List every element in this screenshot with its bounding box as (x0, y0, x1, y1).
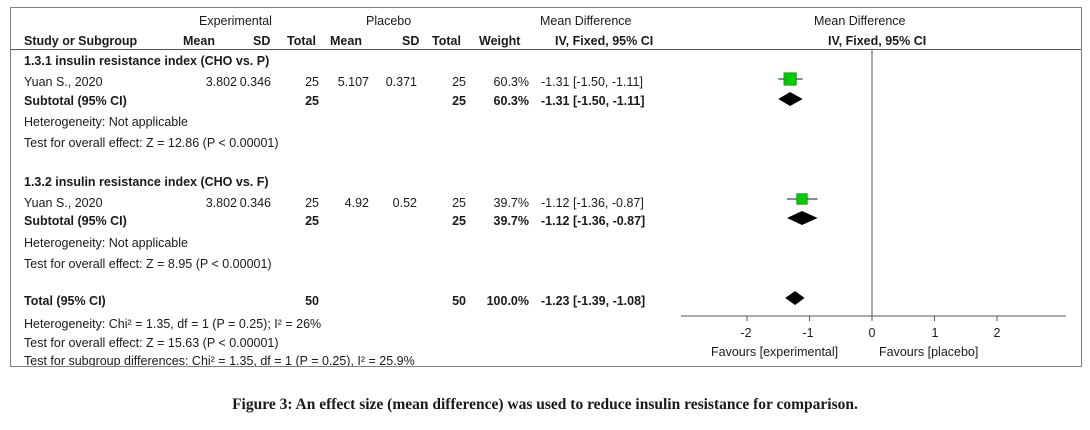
favours-placebo-label: Favours [placebo] (879, 345, 979, 359)
sd1-value: 0.346 (239, 196, 271, 210)
forest-plot-figure: Experimental Placebo Mean Difference Mea… (10, 7, 1082, 367)
mean2-value: 5.107 (337, 75, 369, 89)
sd2-value: 0.52 (392, 196, 417, 210)
overall-diamond (785, 291, 805, 305)
effect-col-title: Mean Difference (540, 14, 632, 28)
favours-experimental-label: Favours [experimental] (711, 345, 839, 359)
tick-label: 0 (868, 326, 876, 340)
tick-label: 2 (993, 326, 1001, 340)
effect-method-header: IV, Fixed, 95% CI (555, 34, 654, 48)
ci-value: -1.31 [-1.50, -1.11] (541, 94, 645, 108)
tick-label: -1 (802, 326, 814, 340)
weight-value: 60.3% (493, 94, 529, 108)
heterogeneity-text: Heterogeneity: Not applicable (24, 115, 188, 129)
weight-value: 100.0% (486, 294, 529, 308)
weight-header: Weight (479, 34, 521, 48)
tick-label: 1 (931, 326, 939, 340)
overall-effect-text: Test for overall effect: Z = 8.95 (P < 0… (24, 257, 272, 271)
mean1-header: Mean (183, 34, 215, 48)
sd1-value: 0.346 (239, 75, 271, 89)
total2-value: 25 (452, 196, 466, 210)
forest-plot (11, 49, 1081, 321)
subtotal-label: Subtotal (95% CI) (24, 214, 127, 228)
mean2-header: Mean (330, 34, 362, 48)
sd2-header: SD (402, 34, 420, 48)
total1-value: 25 (305, 75, 319, 89)
weight-value: 39.7% (493, 196, 529, 210)
total2-value: 50 (452, 294, 466, 308)
total1-value: 25 (305, 214, 319, 228)
total1-value: 50 (305, 294, 319, 308)
total1-value: 25 (305, 94, 319, 108)
sd2-value: 0.371 (385, 75, 417, 89)
total-overall-effect-text: Test for overall effect: Z = 15.63 (P < … (24, 336, 279, 350)
total2-value: 25 (452, 94, 466, 108)
subgroup-title: 1.3.2 insulin resistance index (CHO vs. … (24, 175, 269, 189)
total-label: Total (95% CI) (24, 294, 106, 308)
total2-value: 25 (452, 75, 466, 89)
weight-value: 39.7% (493, 214, 529, 228)
group2-header: Placebo (366, 14, 412, 28)
subgroup-title: 1.3.1 insulin resistance index (CHO vs. … (24, 54, 270, 68)
plot-method-header: IV, Fixed, 95% CI (828, 34, 927, 48)
mean1-value: 3.802 (205, 75, 237, 89)
total1-header: Total (287, 34, 316, 48)
study-name: Yuan S., 2020 (24, 196, 103, 210)
figure-caption: Figure 3: An effect size (mean differenc… (232, 396, 858, 413)
total-heterogeneity-text: Heterogeneity: Chi² = 1.35, df = 1 (P = … (24, 317, 322, 331)
mean1-value: 3.802 (205, 196, 237, 210)
ci-value: -1.23 [-1.39, -1.08] (541, 294, 646, 308)
ci-value: -1.31 [-1.50, -1.11] (541, 75, 643, 89)
tick-label: -2 (740, 326, 752, 340)
mean2-value: 4.92 (344, 196, 369, 210)
heterogeneity-text: Heterogeneity: Not applicable (24, 236, 188, 250)
study-name: Yuan S., 2020 (24, 75, 103, 89)
total1-value: 25 (305, 196, 319, 210)
overall-effect-text: Test for overall effect: Z = 12.86 (P < … (24, 136, 279, 150)
ci-value: -1.12 [-1.36, -0.87] (541, 196, 644, 210)
total2-value: 25 (452, 214, 466, 228)
subtotal-diamond (787, 211, 818, 225)
subtotal-label: Subtotal (95% CI) (24, 94, 127, 108)
study-marker (796, 193, 808, 205)
study-marker (783, 72, 797, 86)
sd1-header: SD (253, 34, 271, 48)
subtotal-diamond (778, 92, 803, 106)
weight-value: 60.3% (493, 75, 529, 89)
subgroup-differences-text: Test for subgroup differences: Chi² = 1.… (24, 354, 415, 367)
total2-header: Total (432, 34, 461, 48)
ci-value: -1.12 [-1.36, -0.87] (541, 214, 646, 228)
study-col-header: Study or Subgroup (24, 34, 138, 48)
plot-col-title: Mean Difference (814, 14, 906, 28)
group1-header: Experimental (199, 14, 272, 28)
